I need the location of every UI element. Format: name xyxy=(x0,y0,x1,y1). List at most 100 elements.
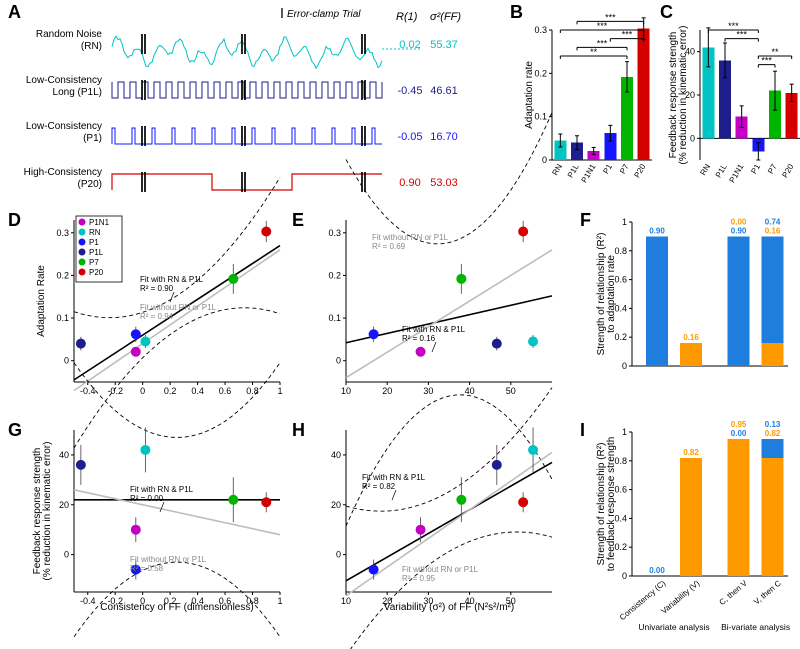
panel-e-scatter: 00.10.20.31020304050Fit with RN & P1LR² … xyxy=(302,212,562,412)
svg-text:20: 20 xyxy=(382,386,392,396)
scatter-point-P20 xyxy=(261,227,271,237)
fit-without-label: Fit without RN or P1L xyxy=(140,303,217,312)
r2-tick: V, then C xyxy=(752,578,783,606)
r2-value-label: 0.90 xyxy=(731,226,747,235)
svg-text:R² = 0.58: R² = 0.58 xyxy=(130,564,164,573)
sig-marker: *** xyxy=(597,21,608,31)
bar-tick: P1L xyxy=(566,162,581,179)
svg-text:0: 0 xyxy=(64,550,69,560)
svg-text:R² = 0.00: R² = 0.00 xyxy=(130,494,164,503)
r2-value-label: 0.00 xyxy=(731,217,747,226)
bar-tick: P1 xyxy=(749,162,762,175)
sig-marker: *** xyxy=(761,56,772,66)
svg-text:0.8: 0.8 xyxy=(246,386,259,396)
fit-without-label: Fit without RN or P1L xyxy=(130,555,207,564)
svg-text:R² = 0.94: R² = 0.94 xyxy=(140,312,174,321)
svg-text:-0.4: -0.4 xyxy=(80,596,96,606)
svg-text:0.2: 0.2 xyxy=(56,270,69,280)
svg-text:(% reduction in kinematic erro: (% reduction in kinematic error) xyxy=(42,442,53,581)
panel-a-traces: Error-clamp TrialR(1)σ²(FF)Random Noise(… xyxy=(22,6,502,206)
svg-text:50: 50 xyxy=(506,386,516,396)
svg-text:0.6: 0.6 xyxy=(219,386,232,396)
legend-dot-P7 xyxy=(79,259,86,266)
panel-c-bars: 02040Feedback response strength(% reduct… xyxy=(672,8,800,208)
svg-text:(RN): (RN) xyxy=(81,41,102,52)
panel-label-g: G xyxy=(8,420,22,441)
group-label: Bi-variate analysis xyxy=(721,622,790,632)
r2-value-label: 0.95 xyxy=(731,420,747,429)
scatter-point-RN xyxy=(528,337,538,347)
svg-text:(P20): (P20) xyxy=(78,179,102,190)
svg-text:0.1: 0.1 xyxy=(56,313,69,323)
r2-bar xyxy=(762,458,784,576)
svg-text:to feedback response strength: to feedback response strength xyxy=(606,437,617,572)
r2-bar xyxy=(646,236,668,366)
r2-bar xyxy=(728,236,750,366)
row-label: Low-Consistency xyxy=(26,75,102,86)
svg-text:1: 1 xyxy=(277,386,282,396)
svg-text:-0.2: -0.2 xyxy=(107,386,123,396)
svg-text:1: 1 xyxy=(622,217,627,227)
svg-text:Adaptation Rate: Adaptation Rate xyxy=(36,265,47,337)
noise-trace-RN xyxy=(112,36,382,68)
scatter-point-P7 xyxy=(456,274,466,284)
legend-dot-P1N1 xyxy=(79,219,86,226)
bar-tick: P7 xyxy=(618,162,631,175)
panel-label-d: D xyxy=(8,210,21,231)
panel-b-bars: 00.10.20.3Adaptation rateRNP1LP1N1P1P7P2… xyxy=(524,8,659,208)
r1-value: 0.90 xyxy=(399,177,420,189)
r1-value: -0.05 xyxy=(397,131,422,143)
svg-text:40: 40 xyxy=(331,450,341,460)
fit-with-label: Fit with RN & P1L xyxy=(402,325,466,334)
scatter-point-P20 xyxy=(261,497,271,507)
panel-i-bars: 00.20.40.60.81Strength of relationship (… xyxy=(596,426,796,648)
svg-text:40: 40 xyxy=(465,386,475,396)
r2-value-label: 0.90 xyxy=(649,226,665,235)
svg-text:R² = 0.90: R² = 0.90 xyxy=(140,284,174,293)
scatter-point-P1N1 xyxy=(131,347,141,357)
fit-without-label: Fit without RN or P1L xyxy=(402,565,479,574)
svg-text:0.2: 0.2 xyxy=(328,270,341,280)
bar-tick: P7 xyxy=(766,162,779,175)
panel-label-i: I xyxy=(580,420,585,441)
panel-label-a: A xyxy=(8,2,21,23)
legend-dot-P1 xyxy=(79,239,86,246)
svg-text:0: 0 xyxy=(542,155,547,165)
var-value: 16.70 xyxy=(430,131,458,143)
legend-label: P1N1 xyxy=(89,218,110,227)
r2-bar xyxy=(680,343,702,366)
svg-text:0: 0 xyxy=(622,361,627,371)
group-label: Univariate analysis xyxy=(638,622,709,632)
svg-text:1: 1 xyxy=(622,427,627,437)
svg-text:1: 1 xyxy=(277,596,282,606)
bar-tick: P1N1 xyxy=(580,162,598,184)
sig-marker: *** xyxy=(605,12,616,22)
conf-lower xyxy=(346,532,552,649)
r2-value-label: 0.13 xyxy=(765,420,781,429)
r2-tick: C, then V xyxy=(718,578,750,607)
r2-bar xyxy=(762,236,784,343)
scatter-point-P20 xyxy=(518,497,528,507)
svg-text:10: 10 xyxy=(341,386,351,396)
scatter-point-P7 xyxy=(228,274,238,284)
bar-tick: P1N1 xyxy=(728,162,746,184)
bar-tick: P20 xyxy=(632,162,647,179)
panel-g-scatter: 02040-0.4-0.200.20.40.60.81Feedback resp… xyxy=(30,422,290,642)
scatter-point-P1L xyxy=(76,460,86,470)
fit-with-label: Fit with RN & P1L xyxy=(130,485,194,494)
scatter-point-P1 xyxy=(369,565,379,575)
svg-text:R² = 0.95: R² = 0.95 xyxy=(402,574,436,583)
svg-text:σ²(FF): σ²(FF) xyxy=(430,11,461,23)
svg-text:(% reduction in kinematic erro: (% reduction in kinematic error) xyxy=(678,26,689,165)
pulse-trace-P1 xyxy=(112,128,382,144)
svg-text:0.1: 0.1 xyxy=(534,112,547,122)
r2-bar xyxy=(762,439,784,458)
scatter-point-RN xyxy=(528,445,538,455)
var-value: 55.37 xyxy=(430,39,458,51)
svg-text:0.2: 0.2 xyxy=(164,386,177,396)
svg-text:0: 0 xyxy=(336,356,341,366)
r2-tick: Consistency (C) xyxy=(618,578,668,622)
r2-bar xyxy=(680,458,702,576)
legend-label: RN xyxy=(89,228,101,237)
svg-text:0.3: 0.3 xyxy=(56,228,69,238)
